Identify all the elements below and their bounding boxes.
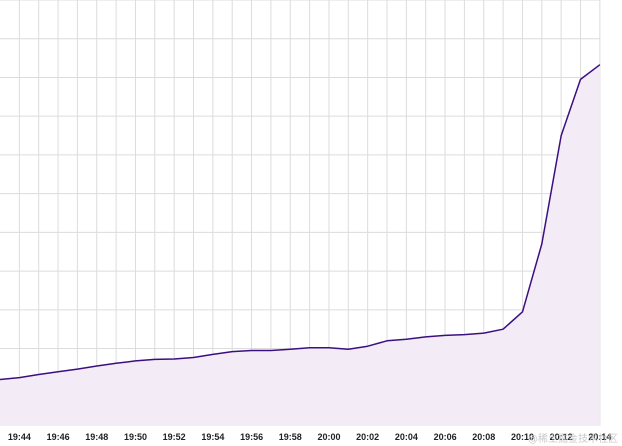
series-area-fill <box>0 64 600 426</box>
x-tick-label: 20:00 <box>317 432 340 442</box>
x-tick-label: 19:54 <box>201 432 224 442</box>
x-tick-label: 19:44 <box>8 432 31 442</box>
series-line <box>0 64 601 381</box>
x-tick-label: 19:56 <box>240 432 263 442</box>
x-tick-label: 19:48 <box>85 432 108 442</box>
x-tick-label: 20:12 <box>550 432 573 442</box>
x-tick-label: 20:02 <box>356 432 379 442</box>
x-tick-label: 20:08 <box>472 432 495 442</box>
x-tick-label: 19:50 <box>124 432 147 442</box>
x-tick-label: 20:10 <box>511 432 534 442</box>
x-tick-label: 20:14 <box>588 432 611 442</box>
x-tick-label: 19:52 <box>163 432 186 442</box>
watermark-text: @稀土掘金技术社区 <box>528 432 618 445</box>
x-tick-label: 20:04 <box>395 432 418 442</box>
x-tick-label: 20:06 <box>434 432 457 442</box>
x-axis-tick-labels: 19:44 19:46 19:48 19:50 19:52 19:54 19:56 19:58… <box>8 432 612 442</box>
x-tick-label: 19:58 <box>279 432 302 442</box>
x-tick-label: 19:46 <box>47 432 70 442</box>
